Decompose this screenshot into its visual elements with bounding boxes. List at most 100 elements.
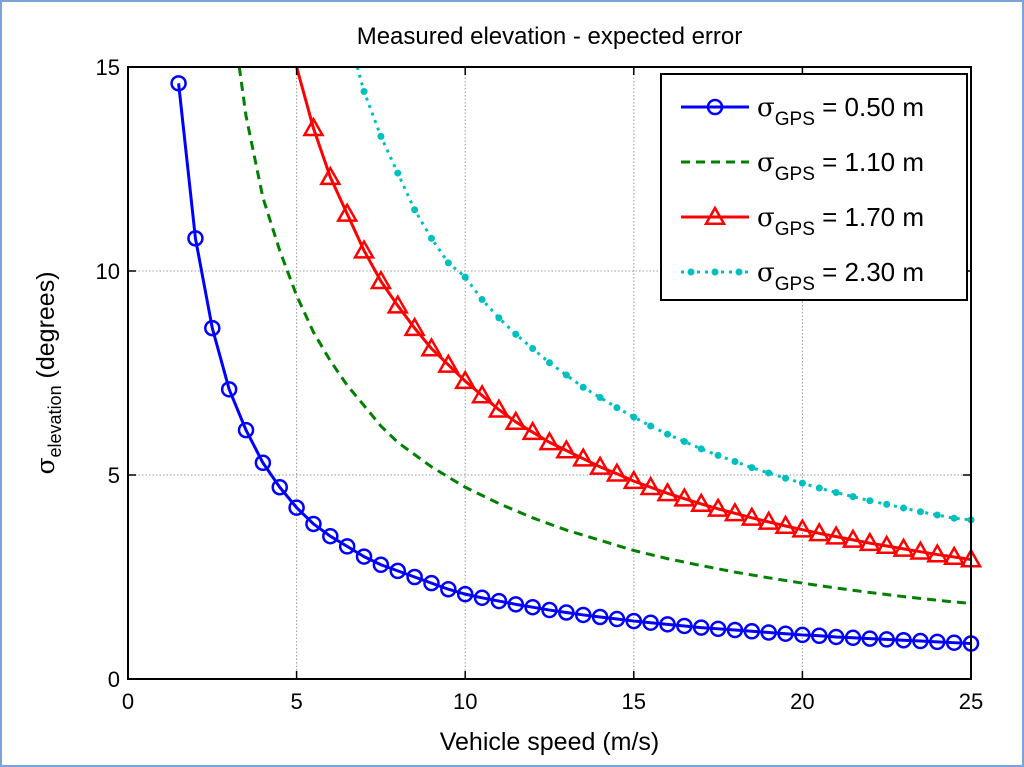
data-point: [878, 631, 895, 648]
data-point: [187, 230, 204, 247]
data-point: [574, 606, 592, 624]
data-point: [841, 528, 865, 548]
data-point: [811, 627, 828, 645]
data-point: [791, 518, 814, 538]
data-point: [726, 621, 744, 639]
data-point: [352, 239, 376, 259]
data-point: [596, 393, 604, 401]
data-point: [630, 413, 638, 421]
legend-label-value: = 0.50 m: [815, 92, 924, 122]
data-point: [406, 568, 423, 586]
x-tick-label: 0: [122, 689, 134, 714]
legend-label-subscript: GPS: [775, 164, 815, 185]
data-point: [664, 430, 672, 438]
data-point: [305, 515, 322, 533]
data-point: [608, 610, 626, 628]
data-point: [858, 531, 881, 552]
data-point: [945, 634, 963, 651]
data-point: [625, 612, 643, 630]
data-point: [420, 337, 443, 357]
data-point: [555, 439, 578, 459]
data-point: [709, 620, 727, 638]
legend-label-symbol: σ: [757, 258, 775, 288]
data-point: [386, 294, 409, 314]
data-point: [591, 608, 609, 626]
data-point: [926, 543, 949, 563]
data-point: [687, 268, 695, 276]
data-point: [437, 353, 460, 373]
data-point: [798, 479, 806, 487]
data-point: [562, 371, 570, 379]
data-point: [170, 75, 187, 92]
x-axis-label: Vehicle speed (m/s): [440, 728, 660, 756]
data-point: [875, 534, 898, 554]
data-point: [639, 475, 662, 496]
data-point: [336, 202, 359, 222]
data-point: [302, 116, 325, 137]
series-line-1: [177, 83, 972, 646]
y-axis-label-symbol: σ: [31, 457, 60, 474]
data-point: [605, 462, 629, 482]
data-point: [659, 616, 676, 633]
legend-label-subscript: GPS: [775, 109, 815, 130]
data-point: [355, 548, 373, 565]
data-point: [389, 562, 407, 580]
legend-label-subscript: GPS: [775, 274, 815, 295]
y-tick-label: 0: [108, 667, 120, 692]
data-point: [461, 273, 469, 281]
data-point: [815, 484, 823, 492]
data-point: [588, 455, 612, 475]
legend-label-value: = 2.30 m: [815, 257, 924, 287]
data-point: [942, 545, 966, 566]
data-point: [711, 268, 719, 276]
data-point: [394, 169, 402, 177]
x-tick-label: 25: [959, 689, 983, 714]
data-point: [377, 132, 385, 140]
legend-box: [660, 73, 968, 301]
data-point: [204, 319, 221, 337]
data-point: [456, 585, 474, 603]
data-point: [504, 410, 527, 430]
data-point: [512, 330, 520, 338]
data-point: [735, 268, 743, 276]
x-tick-label: 15: [622, 689, 646, 714]
data-point: [495, 314, 503, 322]
legend-label-value: = 1.10 m: [815, 147, 924, 177]
data-point: [760, 624, 777, 641]
data-point: [579, 383, 587, 391]
data-point: [524, 598, 541, 616]
data-point: [642, 614, 659, 631]
data-point: [861, 630, 879, 647]
legend-label-value: = 1.70 m: [815, 202, 924, 232]
legend-label-symbol: σ: [757, 93, 775, 123]
data-point: [895, 631, 912, 649]
data-point: [656, 481, 679, 502]
data-point: [748, 464, 756, 472]
data-point: [844, 629, 862, 647]
data-point: [372, 556, 390, 574]
data-point: [444, 259, 452, 267]
data-point: [237, 421, 255, 439]
data-point: [572, 447, 595, 467]
data-point: [676, 617, 693, 635]
data-point: [319, 165, 342, 186]
data-point: [706, 497, 730, 517]
data-point: [774, 514, 797, 534]
data-point: [538, 430, 561, 451]
data-point: [892, 537, 915, 557]
data-point: [703, 205, 727, 225]
data-point: [360, 87, 368, 95]
data-point: [832, 489, 840, 497]
axis-ticks: 0 5 10 15 20 25 0 5 10 15: [96, 55, 984, 714]
data-point: [369, 269, 393, 290]
data-point: [673, 487, 696, 507]
data-point: [647, 422, 655, 430]
data-point: [731, 458, 739, 466]
data-point: [423, 574, 440, 592]
data-point: [411, 206, 419, 214]
data-point: [487, 398, 511, 418]
data-point: [680, 438, 688, 446]
